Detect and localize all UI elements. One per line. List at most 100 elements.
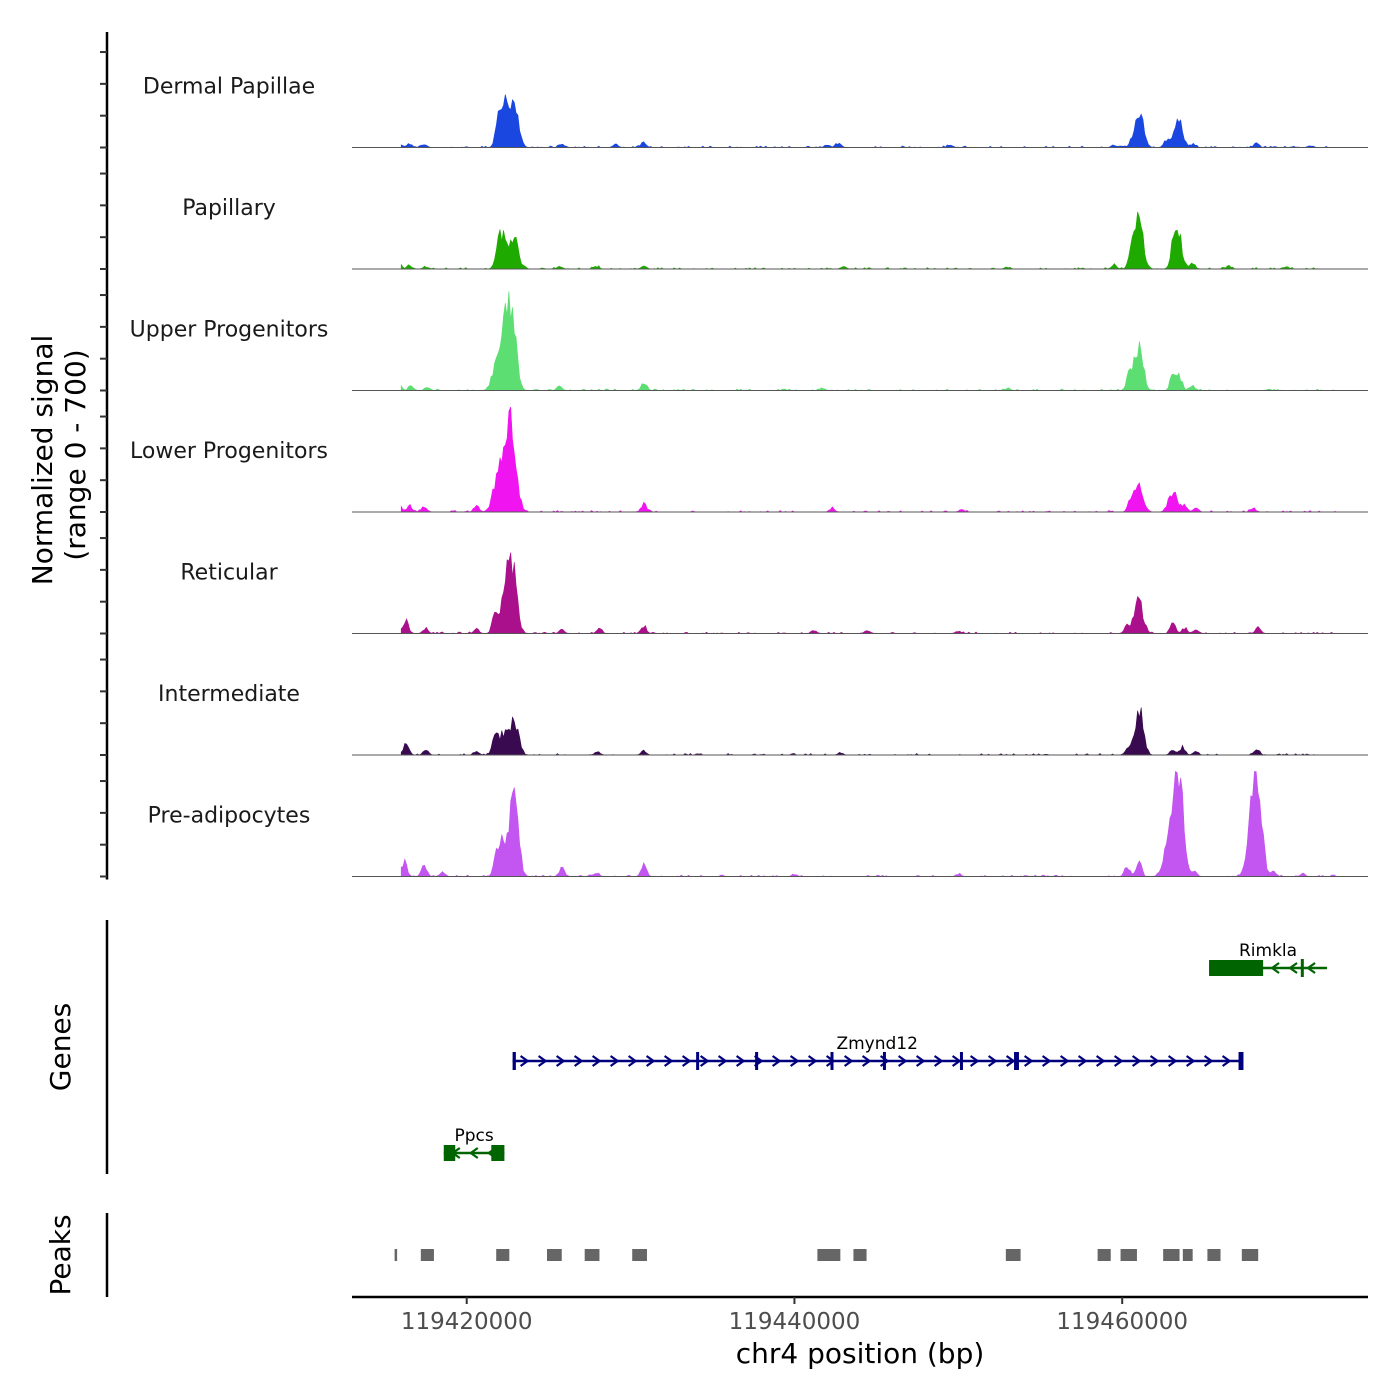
peaks-panel-label: Peaks [44, 1214, 77, 1295]
peak-region [1163, 1249, 1180, 1261]
gene-label: Rimkla [1239, 941, 1297, 961]
strand-arrow [1288, 962, 1298, 974]
signal-area [400, 291, 1336, 391]
peak-region [853, 1249, 867, 1261]
strand-arrow [879, 1055, 890, 1067]
strand-arrow [915, 1055, 926, 1067]
track-intermediate: Intermediate [158, 682, 1368, 756]
gene-exon [1209, 960, 1264, 976]
strand-arrow [843, 1055, 854, 1067]
strand-arrow [645, 1055, 656, 1067]
strand-arrow [969, 1055, 980, 1067]
strand-arrow [933, 1055, 944, 1067]
strand-arrow [1095, 1055, 1106, 1067]
strand-arrow [519, 1055, 530, 1067]
strand-arrow [555, 1055, 566, 1067]
strand-arrow [771, 1055, 782, 1067]
gene-exon [1300, 959, 1304, 977]
strand-arrow [1306, 962, 1316, 974]
track-label: Dermal Papillae [143, 75, 315, 100]
strand-arrow [807, 1055, 818, 1067]
strand-arrow [1041, 1055, 1052, 1067]
peak-region [1097, 1249, 1111, 1261]
gene-exon [512, 1052, 516, 1070]
strand-arrow [609, 1055, 620, 1067]
track-label: Upper Progenitors [130, 318, 329, 343]
track-label: Reticular [180, 561, 278, 586]
track-label: Papillary [182, 196, 276, 221]
strand-arrow [1167, 1055, 1178, 1067]
gene-exon [443, 1145, 456, 1161]
peak-regions [394, 1249, 1259, 1261]
signal-y-axis [100, 32, 109, 880]
strand-arrow [699, 1055, 710, 1067]
y-axis-title-line2: (range 0 - 700) [59, 349, 92, 560]
peak-region [547, 1249, 562, 1261]
strand-arrow [1185, 1055, 1196, 1067]
x-axis: 119420000 119440000 119460000 [352, 1295, 1368, 1335]
gene-exon [959, 1052, 963, 1070]
coverage-tracks: Dermal Papillae Papillary Upper Progenitor… [130, 75, 1368, 877]
strand-arrow [627, 1055, 638, 1067]
x-axis-title: chr4 position (bp) [736, 1337, 985, 1370]
gene-annotations: Rimkla Zmynd12 Ppcs [443, 941, 1328, 1161]
peak-region [496, 1249, 510, 1261]
strand-arrow [1005, 1055, 1016, 1067]
signal-area [400, 211, 1336, 270]
strand-arrow [987, 1055, 998, 1067]
gene-exon [830, 1052, 834, 1070]
track-lower-progenitors: Lower Progenitors [130, 406, 1368, 513]
strand-arrow [1023, 1055, 1034, 1067]
strand-arrow [1221, 1055, 1232, 1067]
track-pre-adipocytes: Pre-adipocytes [148, 771, 1368, 877]
strand-arrow [897, 1055, 908, 1067]
x-tick-label: 119440000 [729, 1309, 861, 1335]
gene-exon [696, 1052, 700, 1070]
strand-arrow [1077, 1055, 1088, 1067]
y-axis-title: Normalized signal (range 0 - 700) [26, 335, 92, 586]
strand-arrow [861, 1055, 872, 1067]
gene-exon [1238, 1052, 1244, 1070]
track-upper-progenitors: Upper Progenitors [130, 291, 1368, 391]
track-reticular: Reticular [180, 552, 1368, 634]
strand-arrow [1131, 1055, 1142, 1067]
genes-panel: Genes Rimkla Zmynd12 Ppcs [44, 920, 1328, 1174]
strand-arrow [1149, 1055, 1160, 1067]
strand-arrow [1059, 1055, 1070, 1067]
strand-arrow [1203, 1055, 1214, 1067]
gene-label: Zmynd12 [836, 1034, 917, 1054]
signal-area [400, 771, 1336, 877]
gene-exon [1014, 1052, 1019, 1070]
peak-region [420, 1249, 434, 1261]
strand-arrow [681, 1055, 692, 1067]
strand-arrow [468, 1147, 479, 1159]
gene-rimkla: Rimkla [1209, 941, 1328, 977]
strand-arrow [789, 1055, 800, 1067]
track-label: Pre-adipocytes [148, 804, 311, 829]
strand-arrow [1270, 962, 1280, 974]
peak-region [632, 1249, 647, 1261]
track-label: Intermediate [158, 682, 300, 707]
gene-exon [491, 1145, 505, 1161]
gene-exon [882, 1052, 886, 1070]
y-axis-title-line1: Normalized signal [26, 335, 59, 586]
track-label: Lower Progenitors [130, 439, 328, 464]
genes-panel-label: Genes [44, 1003, 77, 1091]
strand-arrow [735, 1055, 746, 1067]
peak-region [1241, 1249, 1259, 1261]
strand-arrow [717, 1055, 728, 1067]
peak-region [394, 1249, 398, 1261]
x-tick-label: 119420000 [401, 1309, 533, 1335]
peak-region [817, 1249, 841, 1261]
track-papillary: Papillary [182, 196, 1368, 270]
peak-region [1207, 1249, 1221, 1261]
gene-ppcs: Ppcs [443, 1126, 505, 1161]
track-dermal-papillae: Dermal Papillae [143, 75, 1368, 148]
peak-region [1182, 1249, 1193, 1261]
gene-zmynd12: Zmynd12 [512, 1034, 1244, 1070]
gene-label: Ppcs [454, 1126, 493, 1146]
strand-arrow [537, 1055, 548, 1067]
strand-arrow [951, 1055, 962, 1067]
